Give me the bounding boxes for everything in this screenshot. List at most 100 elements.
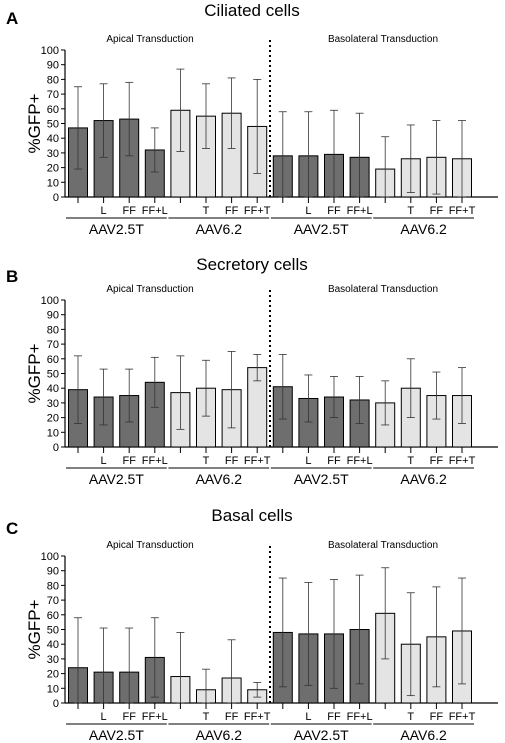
category-label: T [203, 455, 210, 467]
category-label: FF+L [347, 711, 373, 723]
y-tick-label: 50 [47, 369, 59, 381]
category-label: L [101, 711, 107, 723]
category-label: FF [327, 711, 341, 723]
group-label: AAV6.2 [400, 221, 447, 237]
y-tick-label: 80 [47, 74, 59, 86]
category-label: L [101, 205, 107, 217]
section-label: Basolateral Transduction [328, 284, 438, 295]
y-tick-label: 10 [47, 683, 59, 695]
y-tick-label: 60 [47, 354, 59, 366]
group-label: AAV2.5T [89, 471, 144, 487]
category-label: T [203, 205, 210, 217]
y-tick-label: 100 [41, 295, 59, 307]
category-label: FF [122, 455, 136, 467]
y-tick-label: 90 [47, 60, 59, 72]
y-tick-label: 0 [53, 442, 59, 454]
y-tick-label: 60 [47, 610, 59, 622]
category-label: T [203, 711, 210, 723]
group-label: AAV2.5T [294, 471, 349, 487]
y-tick-label: 40 [47, 383, 59, 395]
group-label: AAV2.5T [89, 727, 144, 743]
group-label: AAV6.2 [196, 727, 243, 743]
y-tick-label: 80 [47, 580, 59, 592]
y-tick-label: 50 [47, 625, 59, 637]
chart-title: Secretory cells [196, 255, 307, 274]
category-label: FF+L [347, 455, 373, 467]
y-axis-label: %GFP+ [25, 343, 44, 403]
category-label: FF+T [449, 711, 476, 723]
y-tick-label: 10 [47, 427, 59, 439]
category-label: T [407, 711, 414, 723]
y-tick-label: 20 [47, 413, 59, 425]
category-label: FF+L [347, 205, 373, 217]
y-tick-label: 70 [47, 595, 59, 607]
section-label: Apical Transduction [106, 540, 193, 551]
category-label: L [305, 455, 311, 467]
y-tick-label: 40 [47, 133, 59, 145]
y-tick-label: 0 [53, 698, 59, 710]
y-tick-label: 70 [47, 339, 59, 351]
category-label: T [407, 205, 414, 217]
panel-label: A [6, 9, 18, 28]
category-label: L [305, 711, 311, 723]
category-label: FF [430, 711, 444, 723]
y-tick-label: 30 [47, 148, 59, 160]
category-label: FF+L [142, 205, 168, 217]
group-label: AAV6.2 [400, 471, 447, 487]
y-tick-label: 20 [47, 163, 59, 175]
category-label: FF [225, 205, 239, 217]
chart-panel-a: Ciliated cells A Apical Transduction Basola… [6, 1, 498, 237]
category-label: FF [122, 711, 136, 723]
category-label: FF+L [142, 455, 168, 467]
section-label: Basolateral Transduction [328, 540, 438, 551]
group-label: AAV2.5T [89, 221, 144, 237]
category-label: FF [225, 455, 239, 467]
category-label: FF+T [244, 455, 271, 467]
category-label: FF+T [449, 455, 476, 467]
chart-panel-b: Secretory cells B Apical Transduction Basol… [6, 255, 498, 487]
category-label: FF [327, 205, 341, 217]
y-tick-label: 60 [47, 104, 59, 116]
category-label: FF [225, 711, 239, 723]
group-label: AAV2.5T [294, 727, 349, 743]
group-label: AAV2.5T [294, 221, 349, 237]
y-tick-label: 30 [47, 654, 59, 666]
category-label: T [407, 455, 414, 467]
category-label: L [101, 455, 107, 467]
section-label: Apical Transduction [106, 34, 193, 45]
y-tick-label: 90 [47, 310, 59, 322]
y-axis-label: %GFP+ [25, 93, 44, 153]
y-tick-label: 20 [47, 669, 59, 681]
category-label: L [305, 205, 311, 217]
group-label: AAV6.2 [400, 727, 447, 743]
y-tick-label: 100 [41, 45, 59, 57]
chart-panel-c: Basal cells C Apical Transduction Basolater… [6, 506, 498, 743]
y-tick-label: 40 [47, 639, 59, 651]
section-label: Basolateral Transduction [328, 34, 438, 45]
y-tick-label: 10 [47, 177, 59, 189]
panel-label: C [6, 519, 18, 538]
section-label: Apical Transduction [106, 284, 193, 295]
category-label: FF+T [244, 205, 271, 217]
group-label: AAV6.2 [196, 221, 243, 237]
y-tick-label: 50 [47, 119, 59, 131]
group-label: AAV6.2 [196, 471, 243, 487]
chart-title: Basal cells [211, 506, 292, 525]
y-tick-label: 0 [53, 192, 59, 204]
y-axis-label: %GFP+ [25, 599, 44, 659]
category-label: FF [327, 455, 341, 467]
category-label: FF+T [449, 205, 476, 217]
y-tick-label: 100 [41, 551, 59, 563]
y-tick-label: 30 [47, 398, 59, 410]
panel-label: B [6, 267, 18, 286]
category-label: FF+T [244, 711, 271, 723]
y-tick-label: 70 [47, 89, 59, 101]
chart-title: Ciliated cells [204, 1, 299, 20]
y-tick-label: 80 [47, 324, 59, 336]
category-label: FF+L [142, 711, 168, 723]
category-label: FF [430, 205, 444, 217]
y-tick-label: 90 [47, 566, 59, 578]
category-label: FF [122, 205, 136, 217]
category-label: FF [430, 455, 444, 467]
